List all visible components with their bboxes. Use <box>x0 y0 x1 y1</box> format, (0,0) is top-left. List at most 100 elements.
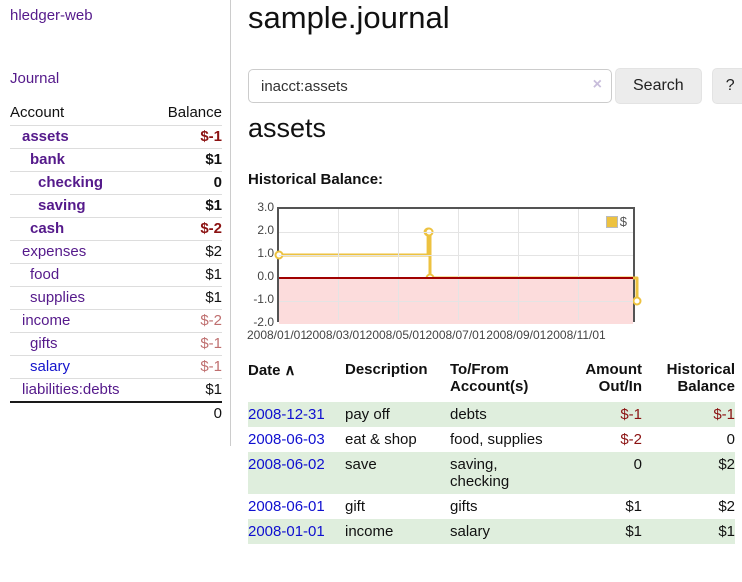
account-row: food $1 <box>10 263 222 287</box>
sort-ascending-icon: ∧ <box>284 362 296 379</box>
chart-plot-area: $ <box>274 207 642 324</box>
account-row: bank $1 <box>10 148 222 172</box>
gridline <box>457 209 459 320</box>
x-axis-tick-label: 2008/07/01 <box>425 328 486 342</box>
transaction-date-link[interactable]: 2008-06-02 <box>248 456 325 473</box>
gridline <box>279 301 633 302</box>
accounts-column-header: To/From Account(s) <box>450 361 529 395</box>
sidebar-account-link[interactable]: expenses <box>22 243 87 260</box>
search-input[interactable] <box>248 69 612 103</box>
date-column-header[interactable]: Date ∧ <box>248 362 296 379</box>
sidebar-account-link[interactable]: saving <box>38 197 86 214</box>
transaction-row: 2008-06-02 save saving, checking 0 $2 <box>248 452 735 494</box>
sidebar-account-link[interactable]: gifts <box>30 335 58 352</box>
transaction-date-link[interactable]: 2008-06-03 <box>248 431 325 448</box>
account-balance: $1 <box>151 378 222 402</box>
gridline <box>578 209 580 320</box>
historical-balance-chart: $ 3.0 2.0 1.0 0.0 -1.0 -2.0 2008/01/01 2008/03/… <box>247 200 668 346</box>
transaction-date-link[interactable]: 2008-06-01 <box>248 498 325 515</box>
y-axis-tick-label: -1.0 <box>253 292 274 306</box>
y-axis-tick-label: 0.0 <box>257 269 274 283</box>
account-balance: $-2 <box>151 217 222 241</box>
transaction-row: 2008-06-03 eat & shop food, supplies $-2 0 <box>248 427 735 452</box>
accounts-total-value: 0 <box>151 401 222 425</box>
account-heading: assets <box>248 113 327 143</box>
transaction-amount: 0 <box>633 456 642 473</box>
zero-line <box>279 277 633 279</box>
data-point-marker <box>632 296 642 306</box>
help-button[interactable]: ? <box>711 68 742 104</box>
transaction-date-link[interactable]: 2008-12-31 <box>248 406 325 423</box>
transactions-table: Date ∧ Description To/From Account(s) Amo… <box>248 358 735 544</box>
sidebar-account-link[interactable]: cash <box>30 220 65 237</box>
brand-link[interactable]: hledger-web <box>10 7 93 24</box>
transaction-balance: 0 <box>726 431 735 448</box>
account-row: saving $1 <box>10 194 222 218</box>
gridline <box>279 232 633 233</box>
chart-title: Historical Balance: <box>248 171 384 188</box>
transaction-amount: $-2 <box>620 431 642 448</box>
transaction-amount: $1 <box>625 523 642 540</box>
gridline <box>337 209 339 320</box>
gridline <box>279 255 633 256</box>
transaction-date-link[interactable]: 2008-01-01 <box>248 523 325 540</box>
x-axis-tick-label: 2008/03/01 <box>305 328 366 342</box>
search-bar: × Search ? <box>248 68 742 104</box>
transaction-accounts: food, supplies <box>450 431 543 448</box>
transaction-row: 2008-12-31 pay off debts $-1 $-1 <box>248 402 735 427</box>
account-row: expenses $2 <box>10 240 222 264</box>
x-axis-tick-label: 2008/01/01 <box>246 328 308 342</box>
legend-label: $ <box>619 214 627 229</box>
account-row: checking 0 <box>10 171 222 195</box>
amount-column-header: Amount Out/In <box>585 361 642 395</box>
gridline <box>397 209 399 320</box>
main-content: sample.journal × Search ? assets Histori… <box>247 0 742 582</box>
account-balance: $1 <box>151 263 222 287</box>
sidebar-account-link[interactable]: food <box>30 266 60 283</box>
clear-search-icon[interactable]: × <box>592 76 602 93</box>
transaction-balance: $2 <box>718 456 735 473</box>
sidebar-account-link[interactable]: bank <box>30 151 66 168</box>
sidebar-account-link[interactable]: supplies <box>30 289 86 306</box>
account-column-header: Account <box>10 104 65 121</box>
transaction-balance: $2 <box>718 498 735 515</box>
y-axis-tick-label: 1.0 <box>257 246 274 260</box>
page-title: sample.journal <box>248 0 450 35</box>
sidebar-item-journal[interactable]: Journal <box>10 70 60 87</box>
x-axis-tick-label: 2008/09/01 <box>486 328 547 342</box>
sidebar: hledger-web Journal Account Balance asse… <box>0 0 231 446</box>
account-row: cash $-2 <box>10 217 222 241</box>
transaction-balance: $1 <box>718 523 735 540</box>
transaction-description: pay off <box>345 406 390 423</box>
transaction-row: 2008-06-01 gift gifts $1 $2 <box>248 494 735 519</box>
transaction-description: gift <box>345 498 366 515</box>
account-balance: $-2 <box>151 309 222 333</box>
account-balance: $-1 <box>151 355 222 379</box>
search-button[interactable]: Search <box>615 68 702 104</box>
account-balance: $1 <box>151 286 222 310</box>
sidebar-account-link[interactable]: liabilities:debts <box>22 381 120 398</box>
transaction-description: save <box>345 456 377 473</box>
transaction-accounts: debts <box>450 406 487 423</box>
account-row: liabilities:debts $1 <box>10 378 222 402</box>
sidebar-account-link[interactable]: checking <box>38 174 104 191</box>
account-row: supplies $1 <box>10 286 222 310</box>
account-balance: $1 <box>151 148 222 172</box>
transaction-balance: $-1 <box>713 406 735 423</box>
sidebar-account-link[interactable]: income <box>22 312 71 329</box>
y-axis-tick-label: 2.0 <box>257 223 274 237</box>
x-axis-tick-label: 2008/05/01 <box>365 328 426 342</box>
y-axis-tick-label: 3.0 <box>257 200 274 214</box>
x-axis-tick-label: 2008/11/01 <box>546 328 606 342</box>
sidebar-account-link[interactable]: salary <box>30 358 71 375</box>
chart-legend: $ <box>603 213 629 230</box>
account-balance: $2 <box>151 240 222 264</box>
gridline <box>518 209 520 320</box>
legend-swatch-icon <box>605 215 618 228</box>
description-column-header: Description <box>345 361 428 378</box>
y-axis-tick-label: -2.0 <box>253 315 274 329</box>
account-row: assets $-1 <box>10 125 222 149</box>
sidebar-account-link[interactable]: assets <box>22 128 69 145</box>
account-balance: $-1 <box>151 332 222 356</box>
transaction-description: eat & shop <box>345 431 417 448</box>
